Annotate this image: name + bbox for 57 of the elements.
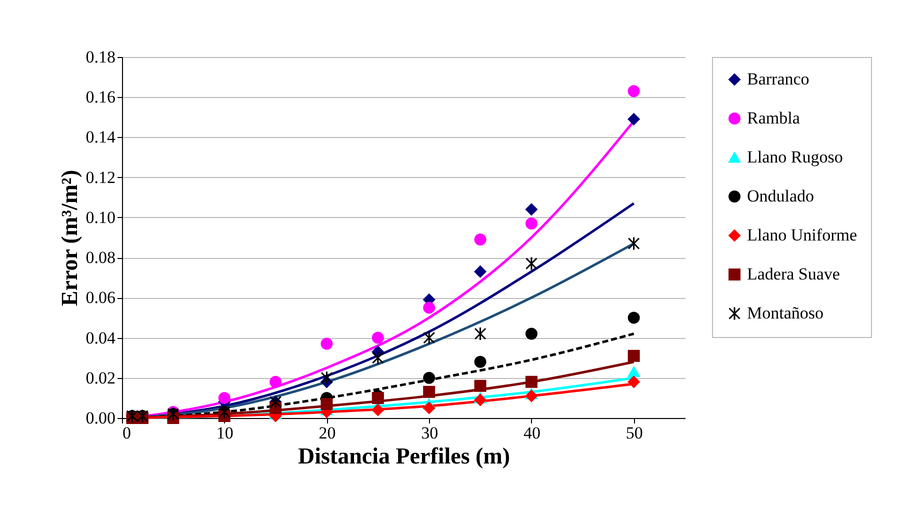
point [372, 404, 384, 416]
point [320, 338, 333, 350]
point [372, 332, 384, 344]
point [628, 376, 640, 388]
x-tick-label: 40 [523, 424, 540, 442]
legend-label: Ondulado [747, 186, 814, 206]
point [525, 217, 538, 230]
x-tick-label: 30 [421, 424, 438, 442]
legend-label: Ladera Suave [747, 264, 840, 284]
point [525, 328, 538, 340]
point [525, 376, 538, 388]
point [372, 350, 384, 365]
point [628, 350, 640, 362]
y-axis-title: Error (m³/m²) [56, 170, 82, 306]
y-tick-label: 0.00 [86, 408, 116, 428]
point [474, 356, 486, 368]
legend-label: Montañoso [747, 304, 824, 322]
x-tick-label: 10 [216, 424, 234, 442]
point [628, 85, 640, 98]
point [628, 366, 640, 378]
point [423, 330, 436, 345]
x-tick-label: 0 [122, 424, 131, 442]
point [218, 392, 230, 404]
y-tick-label: 0.10 [86, 208, 116, 227]
legend-label: Rambla [747, 108, 800, 128]
point [423, 372, 436, 384]
point [525, 256, 538, 271]
point [628, 113, 640, 126]
point [474, 380, 486, 392]
point [320, 398, 333, 410]
x-axis-title: Distancia Perfiles (m) [298, 444, 510, 468]
legend-label: Llano Rugoso [747, 148, 843, 166]
y-tick-label: 0.18 [86, 48, 116, 66]
point [525, 390, 538, 402]
point [474, 234, 486, 246]
point [320, 370, 333, 385]
x-tick-label: 20 [318, 424, 336, 442]
point [628, 312, 640, 324]
x-tick-label: 50 [626, 424, 643, 442]
y-tick-label: 0.04 [86, 328, 116, 348]
y-tick-label: 0.16 [86, 88, 116, 107]
y-tick-label: 0.12 [86, 168, 116, 187]
legend-label: Barranco [747, 70, 810, 88]
point [423, 402, 436, 414]
y-tick-label: 0.08 [86, 248, 116, 268]
point [474, 394, 486, 406]
legend-label: Llano Uniforme [747, 226, 857, 244]
point [525, 203, 538, 216]
point [628, 236, 640, 251]
point [474, 326, 486, 341]
point [474, 266, 486, 278]
point [270, 376, 282, 388]
y-tick-label: 0.02 [86, 368, 116, 388]
point [423, 302, 436, 314]
y-tick-label: 0.14 [86, 128, 116, 147]
y-tick-label: 0.06 [86, 288, 116, 308]
point [423, 386, 436, 398]
